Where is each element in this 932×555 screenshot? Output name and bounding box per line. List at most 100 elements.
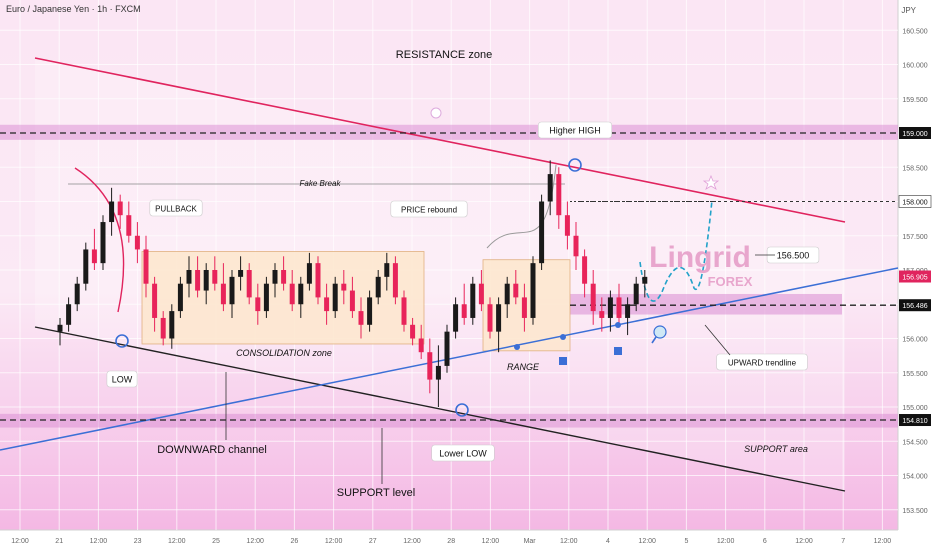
candle-body — [513, 283, 519, 298]
price-axis: 159.000 158.000 156.905 156.486 154.810 — [898, 127, 932, 427]
projection-path — [639, 199, 713, 302]
price-tick-label: 154.500 — [902, 439, 927, 446]
channel-fill — [35, 58, 845, 491]
candle-body — [349, 290, 355, 312]
pivot-circle — [568, 158, 582, 172]
candle-body — [229, 276, 235, 305]
candle-body — [642, 276, 648, 284]
candle-body — [332, 283, 338, 312]
time-tick-label: 12:00 — [560, 538, 578, 545]
pivot-circle — [115, 334, 129, 348]
time-axis-panel — [0, 530, 898, 550]
candle-body — [496, 304, 502, 332]
pullback-tag: PULLBACK — [155, 205, 197, 214]
candle-body — [220, 283, 226, 305]
low-tag-box — [106, 370, 138, 388]
time-tick-label: 21 — [55, 538, 63, 545]
resistance-zone-label: RESISTANCE zone — [396, 49, 492, 61]
time-tick-label: 12:00 — [403, 538, 421, 545]
support-band — [0, 413, 898, 428]
time-tick-label: 7 — [841, 538, 845, 545]
candle-body — [212, 270, 218, 284]
candle-body — [281, 270, 287, 284]
pullback-arrow — [74, 167, 125, 313]
downward-channel-label: DOWNWARD channel — [157, 444, 267, 456]
candle-body — [238, 270, 244, 277]
candle-body — [582, 256, 588, 284]
time-tick-label: Mar — [524, 538, 537, 545]
candle-body — [186, 270, 192, 284]
candle-body — [504, 283, 510, 305]
upward-trendline-tag-box — [716, 353, 808, 371]
candle-body — [478, 283, 484, 305]
candle-body — [410, 324, 416, 339]
candle-body — [298, 283, 304, 305]
candle-body — [521, 297, 527, 318]
candle-body — [556, 174, 562, 216]
candle-body — [160, 317, 166, 339]
price-tick-label: 160.500 — [902, 28, 927, 35]
candle-body — [401, 297, 407, 325]
candle-body — [341, 283, 347, 291]
candle-body — [530, 263, 536, 318]
candle-body — [367, 297, 373, 325]
candle-body — [573, 235, 579, 257]
candle-body — [324, 297, 330, 312]
candle-body — [263, 283, 269, 312]
time-tick-label: 12:00 — [11, 538, 29, 545]
annotations: RESISTANCE zone Higher HIGH Fake Break PULL… — [106, 28, 928, 515]
candle-body — [255, 297, 261, 312]
price-rebound-tag: PRICE rebound — [401, 206, 457, 215]
pivot-dot — [514, 344, 520, 350]
higher-high-tag-box — [537, 121, 612, 139]
price-label-text: 156.486 — [902, 303, 927, 310]
candle-body — [289, 283, 295, 305]
time-tick-label: 12:00 — [325, 538, 343, 545]
candle-body — [427, 352, 433, 380]
pullback-tag-box — [149, 199, 203, 217]
price-tick-label: 155.000 — [902, 405, 927, 412]
candle-body — [487, 304, 493, 332]
symbol-title: Euro / Japanese Yen · 1h · FXCM — [6, 4, 141, 14]
candle-body — [83, 249, 89, 284]
candle-body — [453, 304, 459, 332]
candle-body — [66, 304, 72, 325]
time-tick-label: 12:00 — [874, 538, 892, 545]
pivot-circle — [455, 403, 469, 417]
price-tick-label: 157.500 — [902, 234, 927, 241]
price-tick-label: 160.000 — [902, 63, 927, 70]
marker-icon — [430, 107, 442, 119]
pivot-dot — [560, 334, 566, 340]
candle-body — [57, 324, 63, 332]
price-label-box — [899, 299, 931, 312]
candle-body — [315, 263, 321, 298]
candle-body — [109, 201, 115, 223]
candle-body — [100, 222, 106, 264]
candle-body — [375, 276, 381, 298]
candle-body — [358, 311, 364, 325]
price-tick-label: 154.000 — [902, 474, 927, 481]
price-tick-label: 153.500 — [902, 508, 927, 515]
candle-body — [91, 249, 97, 264]
candle-body — [384, 263, 390, 277]
star-icon — [702, 174, 720, 190]
candle-body — [547, 174, 553, 202]
time-tick-label: 12:00 — [246, 538, 264, 545]
candle-body — [590, 283, 596, 312]
up-marker-icon — [559, 357, 567, 365]
candle-body — [435, 365, 441, 380]
fake-break-label: Fake Break — [300, 179, 342, 188]
low-tag: LOW — [112, 375, 133, 385]
candles — [57, 160, 648, 407]
price-rebound-tag-box — [390, 200, 468, 218]
time-tick-label: 4 — [606, 538, 610, 545]
time-tick-label: 6 — [763, 538, 767, 545]
candle-body — [152, 283, 158, 318]
price-label-box — [899, 270, 931, 283]
price-label-text: 159.000 — [902, 131, 927, 138]
currency-label: JPY — [901, 6, 916, 15]
candle-body — [272, 270, 278, 284]
candle-body — [195, 270, 201, 291]
candle-body — [564, 215, 570, 236]
